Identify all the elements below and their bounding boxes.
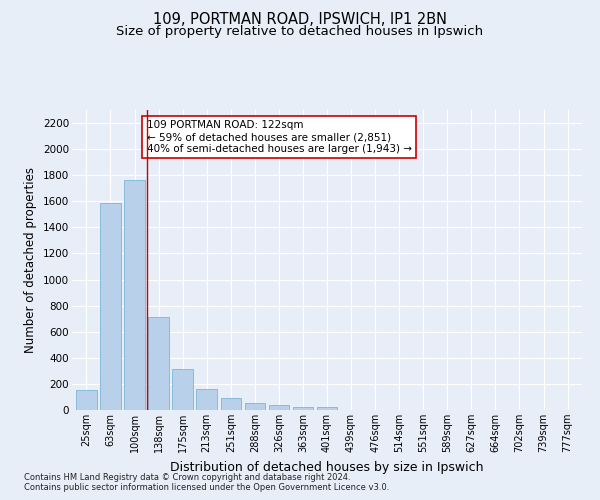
Bar — [100, 202, 121, 410]
Bar — [196, 389, 217, 410]
Y-axis label: Number of detached properties: Number of detached properties — [25, 167, 37, 353]
Bar — [76, 390, 97, 410]
Bar — [269, 406, 289, 410]
Bar — [221, 398, 241, 410]
Bar — [172, 369, 193, 410]
Text: 109 PORTMAN ROAD: 122sqm
← 59% of detached houses are smaller (2,851)
40% of sem: 109 PORTMAN ROAD: 122sqm ← 59% of detach… — [146, 120, 412, 154]
Text: Contains public sector information licensed under the Open Government Licence v3: Contains public sector information licen… — [24, 484, 389, 492]
Text: Contains HM Land Registry data © Crown copyright and database right 2024.: Contains HM Land Registry data © Crown c… — [24, 474, 350, 482]
Bar — [245, 403, 265, 410]
X-axis label: Distribution of detached houses by size in Ipswich: Distribution of detached houses by size … — [170, 460, 484, 473]
Bar — [317, 408, 337, 410]
Bar — [293, 406, 313, 410]
Bar — [124, 180, 145, 410]
Text: Size of property relative to detached houses in Ipswich: Size of property relative to detached ho… — [116, 25, 484, 38]
Text: 109, PORTMAN ROAD, IPSWICH, IP1 2BN: 109, PORTMAN ROAD, IPSWICH, IP1 2BN — [153, 12, 447, 28]
Bar — [148, 318, 169, 410]
